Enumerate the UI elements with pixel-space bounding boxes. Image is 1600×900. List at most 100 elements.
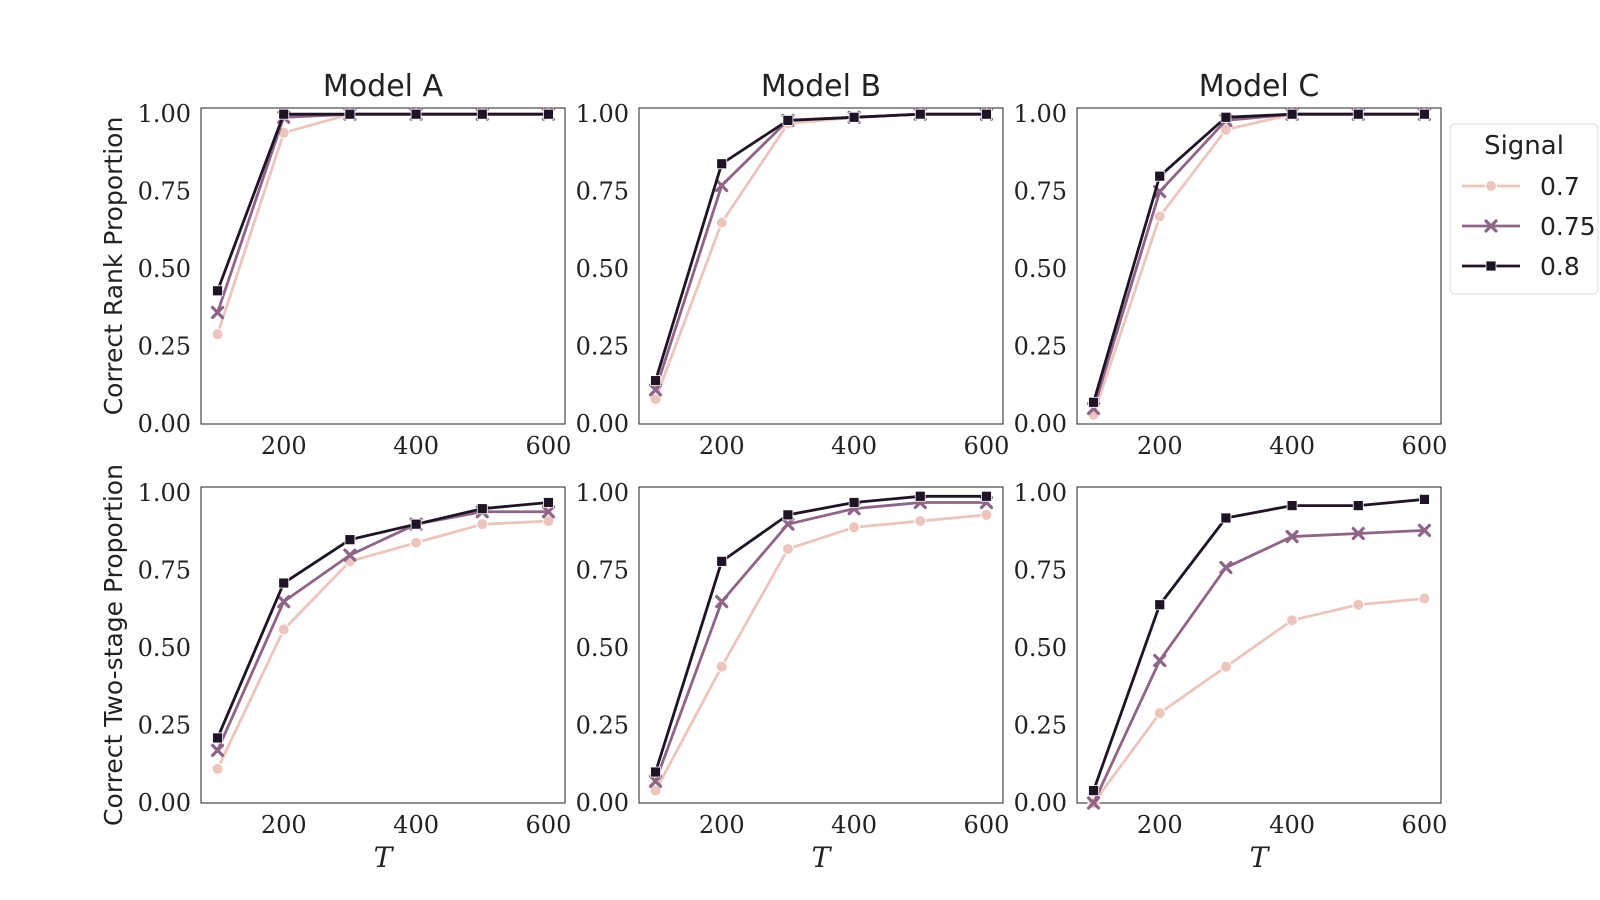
data-point [981, 490, 992, 502]
legend-marker [1484, 219, 1498, 233]
data-point [650, 375, 661, 387]
data-point [1285, 529, 1299, 544]
data-point [1286, 108, 1298, 120]
data-point [1352, 500, 1364, 511]
data-point [650, 766, 661, 778]
data-point [715, 660, 728, 673]
plot-frame [638, 486, 1004, 804]
data-point [715, 178, 729, 193]
data-point [981, 108, 992, 120]
data-point [648, 383, 663, 397]
x-tick-label: 200 [261, 432, 307, 460]
x-tick-label: 400 [1269, 432, 1315, 460]
y-tick-label: 0.75 [138, 557, 191, 585]
series-line-0_8 [1092, 112, 1425, 403]
data-point [410, 518, 422, 530]
legend: Signal 0.7 0.75 0.8 [1449, 123, 1599, 295]
x-axis-label: T [1250, 841, 1271, 874]
data-point [541, 505, 556, 519]
x-tick-label: 400 [393, 432, 439, 460]
series-line-0_7 [1092, 597, 1425, 804]
data-point [344, 108, 356, 120]
data-point [848, 521, 861, 534]
data-point [1418, 592, 1431, 605]
data-point [1286, 614, 1299, 627]
y-tick-label: 0.50 [576, 634, 629, 662]
series-line-0_7 [216, 519, 549, 770]
plot-frame [1076, 107, 1442, 425]
series-line-0_75 [216, 510, 549, 751]
data-point [1352, 598, 1365, 611]
series-line-0_75 [654, 501, 987, 782]
data-point [914, 490, 926, 502]
series-line-0_8 [654, 112, 987, 382]
data-point [476, 108, 488, 120]
y-tick-label: 0.25 [138, 712, 191, 740]
y-tick-label: 1.00 [1014, 100, 1067, 128]
y-tick-label: 0.75 [138, 178, 191, 206]
data-point [277, 595, 291, 609]
panel-4: 0.00 0.25 0.50 0.75 1.00 200 400 600 T Correct Tw… [99, 464, 571, 874]
data-point [278, 108, 290, 120]
panel-title: Model A [323, 69, 444, 104]
data-point [210, 743, 225, 757]
data-point [476, 518, 489, 531]
plot-frame [200, 107, 566, 425]
data-point [543, 497, 554, 508]
data-point [782, 114, 794, 126]
data-point [1351, 526, 1365, 541]
legend-label: 0.8 [1540, 252, 1580, 281]
x-tick-label: 600 [964, 432, 1010, 460]
x-tick-label: 600 [1402, 432, 1448, 460]
x-tick-label: 200 [261, 811, 307, 839]
data-point [848, 111, 860, 123]
panel-title: Model C [1199, 69, 1320, 104]
data-point [914, 108, 926, 120]
data-point [1352, 108, 1364, 120]
y-tick-label: 0.50 [1014, 634, 1067, 662]
data-point [410, 536, 423, 549]
data-point [716, 158, 728, 170]
y-tick-label: 0.50 [576, 255, 629, 283]
x-tick-label: 200 [1137, 811, 1183, 839]
data-point [1088, 396, 1099, 408]
legend-label: 0.7 [1540, 172, 1580, 201]
x-tick-label: 200 [699, 811, 745, 839]
series-line-0_75 [1092, 528, 1425, 804]
data-point [344, 534, 356, 546]
panel-6: 0.00 0.25 0.50 0.75 1.00 200 400 600 T [1014, 479, 1448, 874]
data-point [211, 762, 224, 775]
series-line-0_8 [216, 501, 549, 739]
y-tick-label: 0.50 [138, 634, 191, 662]
data-point [1153, 707, 1166, 720]
data-point [649, 784, 662, 797]
y-tick-label: 1.00 [138, 479, 191, 507]
data-point [1419, 493, 1430, 505]
y-tick-label: 0.00 [1014, 789, 1067, 817]
data-point [542, 515, 555, 528]
data-point [343, 548, 357, 562]
data-point [212, 285, 223, 297]
data-point [210, 305, 225, 320]
series-line-0_8 [654, 494, 987, 773]
y-tick-label: 0.00 [576, 789, 629, 817]
x-tick-label: 400 [831, 432, 877, 460]
data-point [848, 497, 860, 508]
data-point [1153, 210, 1166, 223]
y-tick-label: 0.75 [576, 557, 629, 585]
x-axis-label: T [374, 841, 395, 874]
data-point [410, 108, 422, 120]
plot-frame [200, 486, 566, 804]
y-tick-label: 0.00 [138, 410, 191, 438]
x-axis-label: T [812, 841, 833, 874]
data-point [914, 515, 927, 528]
y-tick-label: 0.75 [576, 178, 629, 206]
data-point [648, 774, 663, 788]
data-point [1154, 170, 1166, 182]
data-point [781, 542, 794, 555]
legend-title: Signal [1484, 131, 1564, 161]
x-tick-label: 400 [1269, 811, 1315, 839]
y-tick-label: 0.00 [1014, 410, 1067, 438]
y-tick-label: 0.00 [576, 410, 629, 438]
data-point [543, 108, 554, 120]
